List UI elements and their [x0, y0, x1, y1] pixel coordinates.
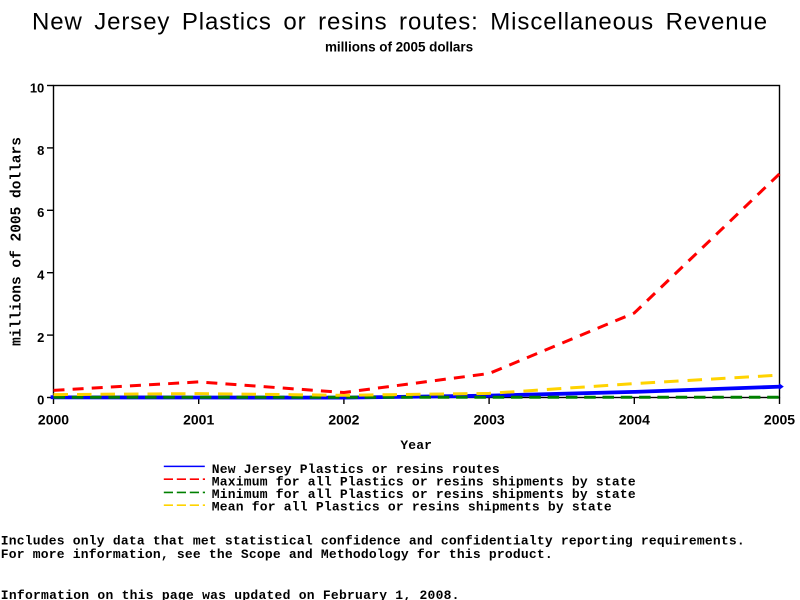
svg-text:For more information, see the: For more information, see the Scope and …	[1, 547, 553, 562]
svg-text:Year: Year	[400, 438, 432, 453]
svg-text:New Jersey Plastics or resins: New Jersey Plastics or resins routes	[212, 462, 500, 477]
svg-text:millions of 2005 dollars: millions of 2005 dollars	[10, 137, 26, 346]
svg-text:2005: 2005	[764, 411, 795, 427]
svg-text:0: 0	[37, 392, 44, 407]
svg-text:2000: 2000	[38, 411, 69, 427]
svg-text:Information on this page was u: Information on this page was updated on …	[1, 588, 460, 600]
svg-text:4: 4	[37, 268, 45, 283]
svg-text:6: 6	[37, 205, 44, 220]
svg-text:2: 2	[37, 330, 44, 345]
svg-text:Minimum for all Plastics or re: Minimum for all Plastics or resins shipm…	[212, 487, 636, 502]
svg-text:10: 10	[30, 80, 44, 95]
svg-text:Mean for all Plastics or resin: Mean for all Plastics or resins shipment…	[212, 500, 612, 515]
svg-text:Maximum for all Plastics or re: Maximum for all Plastics or resins shipm…	[212, 475, 636, 490]
svg-text:2003: 2003	[474, 411, 505, 427]
svg-text:New Jersey Plastics or resins: New Jersey Plastics or resins routes: Mi…	[32, 9, 768, 36]
svg-text:2001: 2001	[183, 411, 214, 427]
svg-text:8: 8	[37, 143, 44, 158]
svg-text:Includes only data that met st: Includes only data that met statistical …	[1, 534, 745, 549]
svg-text:2004: 2004	[619, 411, 650, 427]
svg-text:millions of 2005 dollars: millions of 2005 dollars	[325, 40, 473, 55]
svg-text:2002: 2002	[328, 411, 359, 427]
